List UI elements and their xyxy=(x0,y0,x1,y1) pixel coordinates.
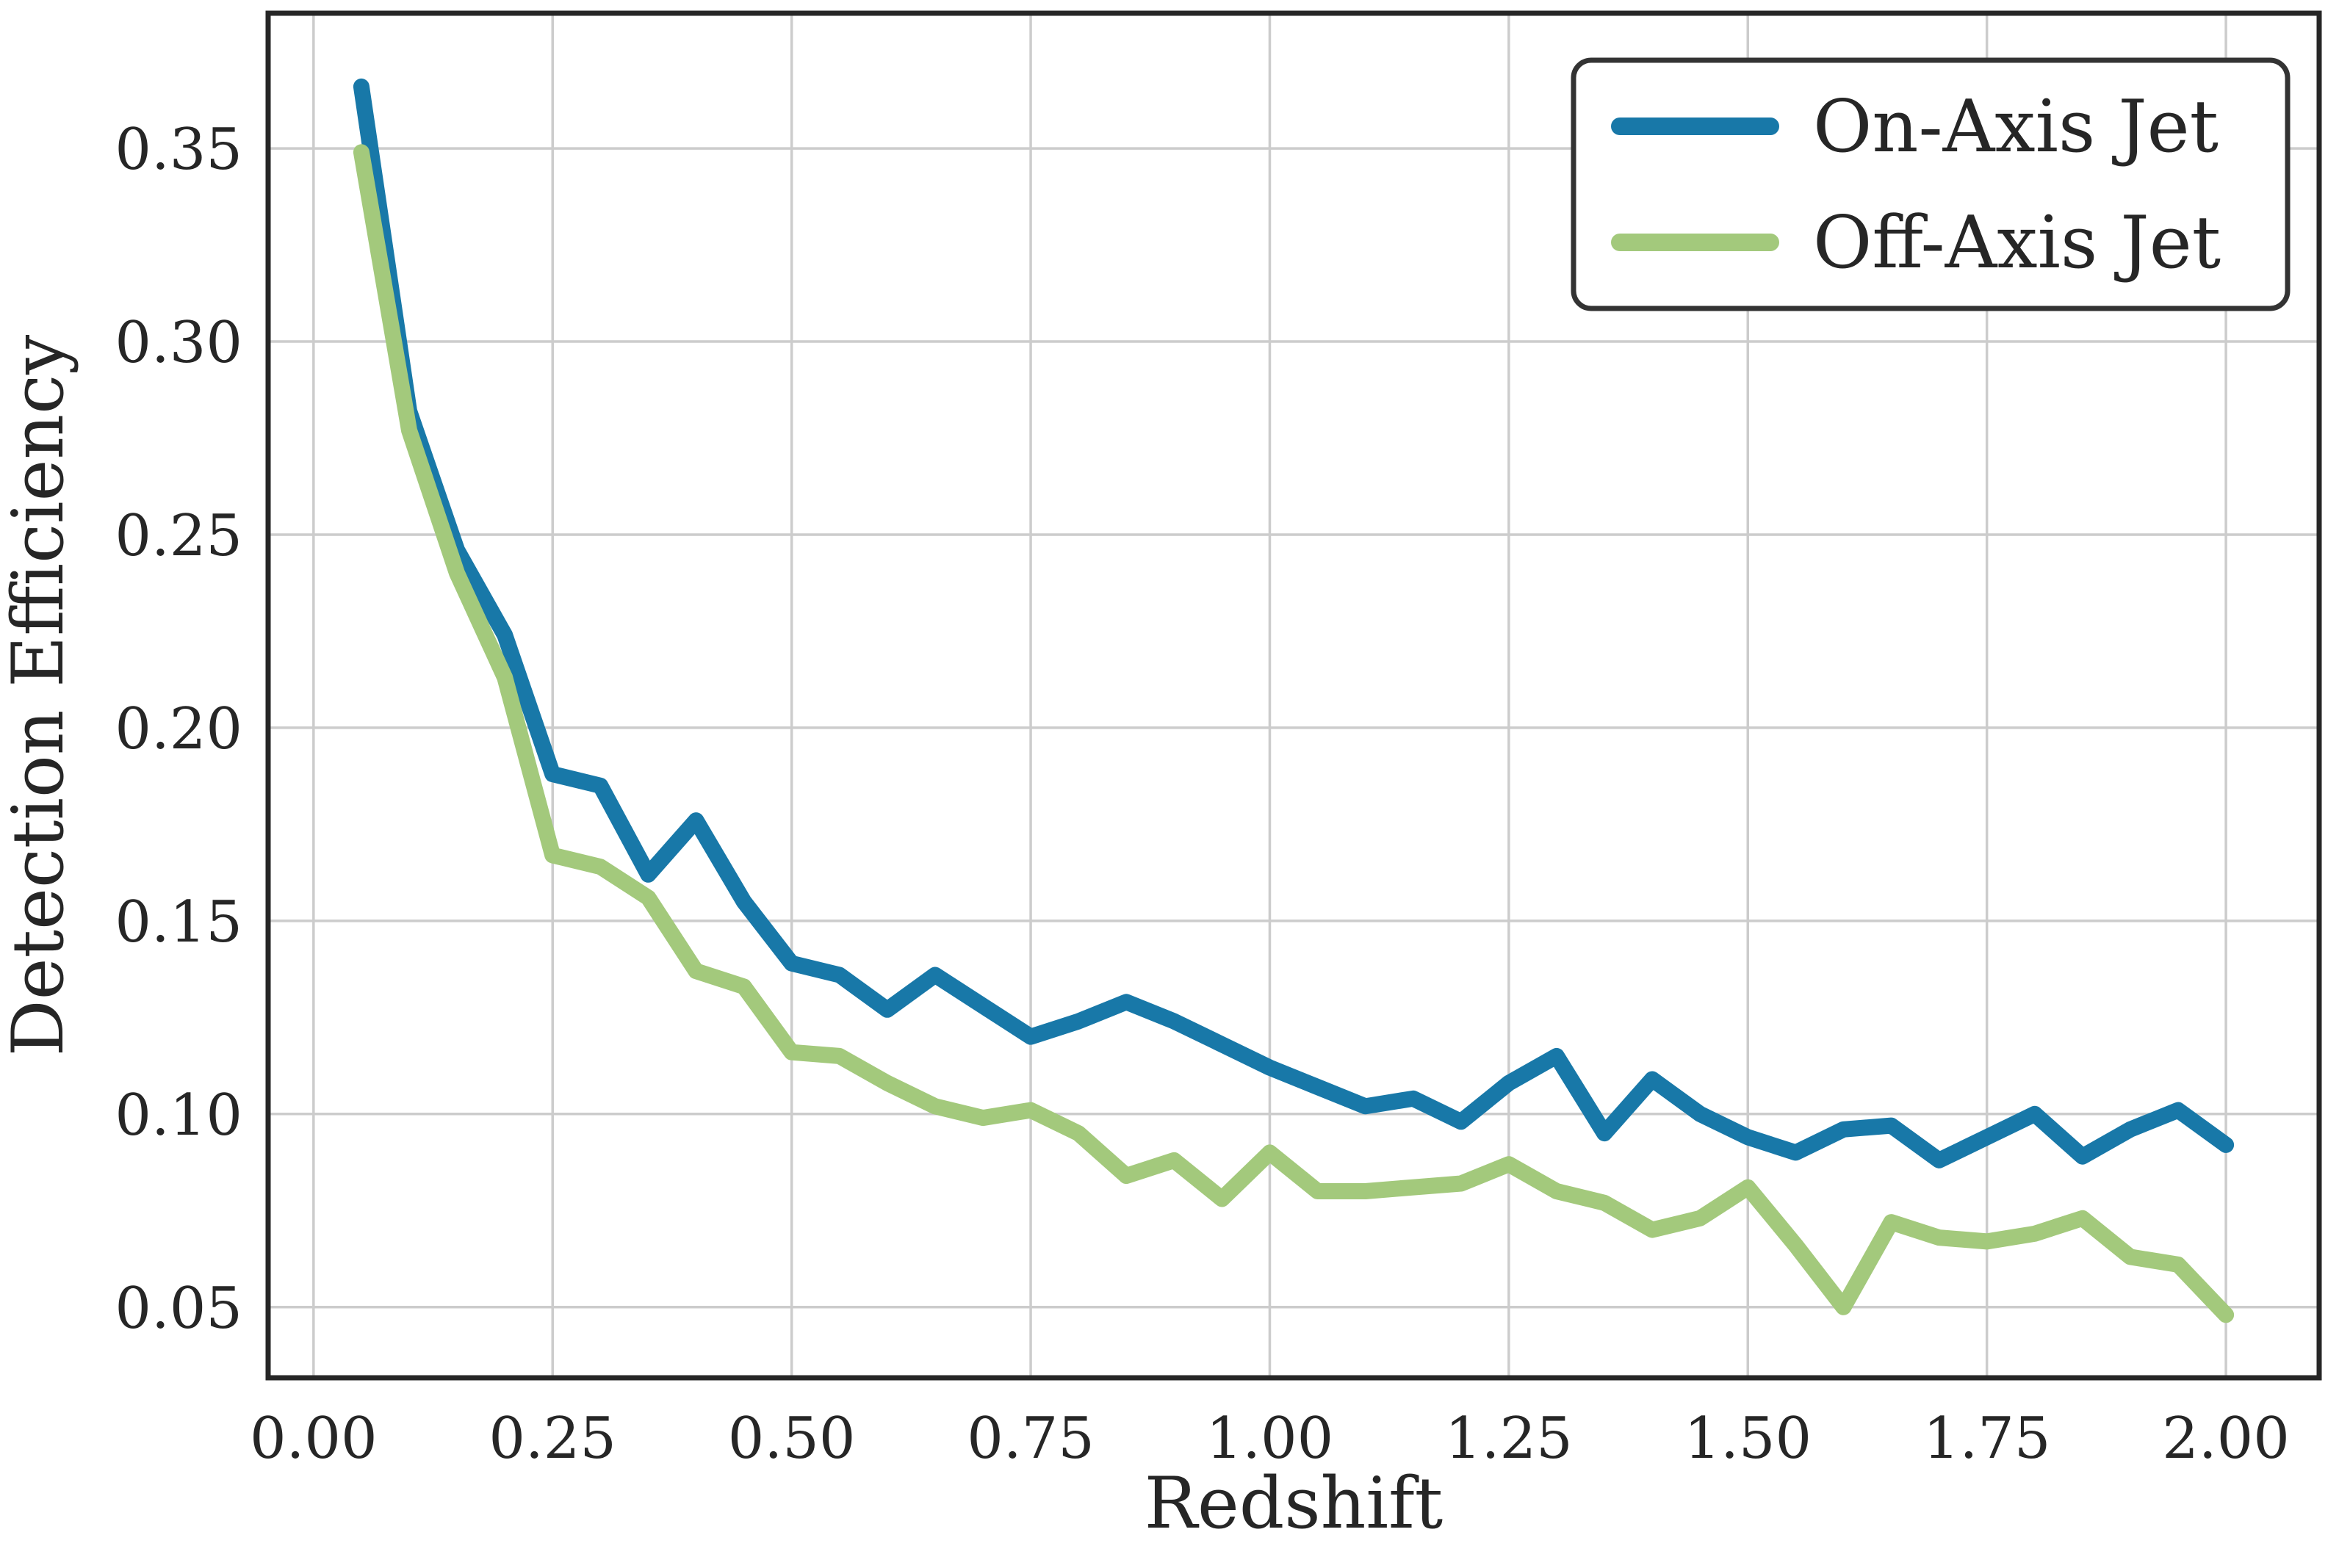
y-tick-label: 0.25 xyxy=(115,503,242,569)
x-tick-label: 1.75 xyxy=(1923,1406,2051,1472)
y-tick-label: 0.20 xyxy=(115,696,242,762)
gridlines xyxy=(268,13,2319,1378)
y-axis-tick-labels: 0.05 0.10 0.15 0.20 0.25 0.30 0.35 xyxy=(115,117,242,1342)
x-tick-label: 1.00 xyxy=(1206,1406,1334,1472)
x-tick-label: 0.25 xyxy=(489,1406,616,1472)
series-lines xyxy=(353,78,2235,1323)
series-line-on-axis-jet xyxy=(353,78,2235,1168)
legend-label-off-axis-jet: Off-Axis Jet xyxy=(1813,201,2221,285)
plot-border xyxy=(265,10,2322,1381)
legend-label-on-axis-jet: On-Axis Jet xyxy=(1813,85,2219,169)
x-tick-label: 1.25 xyxy=(1445,1406,1573,1472)
x-tick-label: 1.50 xyxy=(1684,1406,1812,1472)
y-tick-label: 0.15 xyxy=(115,889,242,955)
y-tick-label: 0.30 xyxy=(115,310,242,376)
x-tick-label: 0.75 xyxy=(967,1406,1095,1472)
series-line-off-axis-jet xyxy=(353,144,2235,1323)
x-axis-tick-labels: 0.00 0.25 0.50 0.75 1.00 1.25 1.50 1.75 2.00 xyxy=(250,1406,2290,1472)
x-axis-title: Redshift xyxy=(1145,1462,1443,1544)
x-tick-label: 0.00 xyxy=(250,1406,378,1472)
legend: On-Axis Jet Off-Axis Jet xyxy=(1571,57,2291,311)
y-tick-label: 0.10 xyxy=(115,1083,242,1149)
x-tick-label: 0.50 xyxy=(728,1406,856,1472)
y-tick-label: 0.35 xyxy=(115,117,242,183)
y-tick-label: 0.05 xyxy=(115,1276,242,1342)
y-axis-title: Detection Efficiency xyxy=(0,335,79,1056)
x-tick-label: 2.00 xyxy=(2162,1406,2290,1472)
